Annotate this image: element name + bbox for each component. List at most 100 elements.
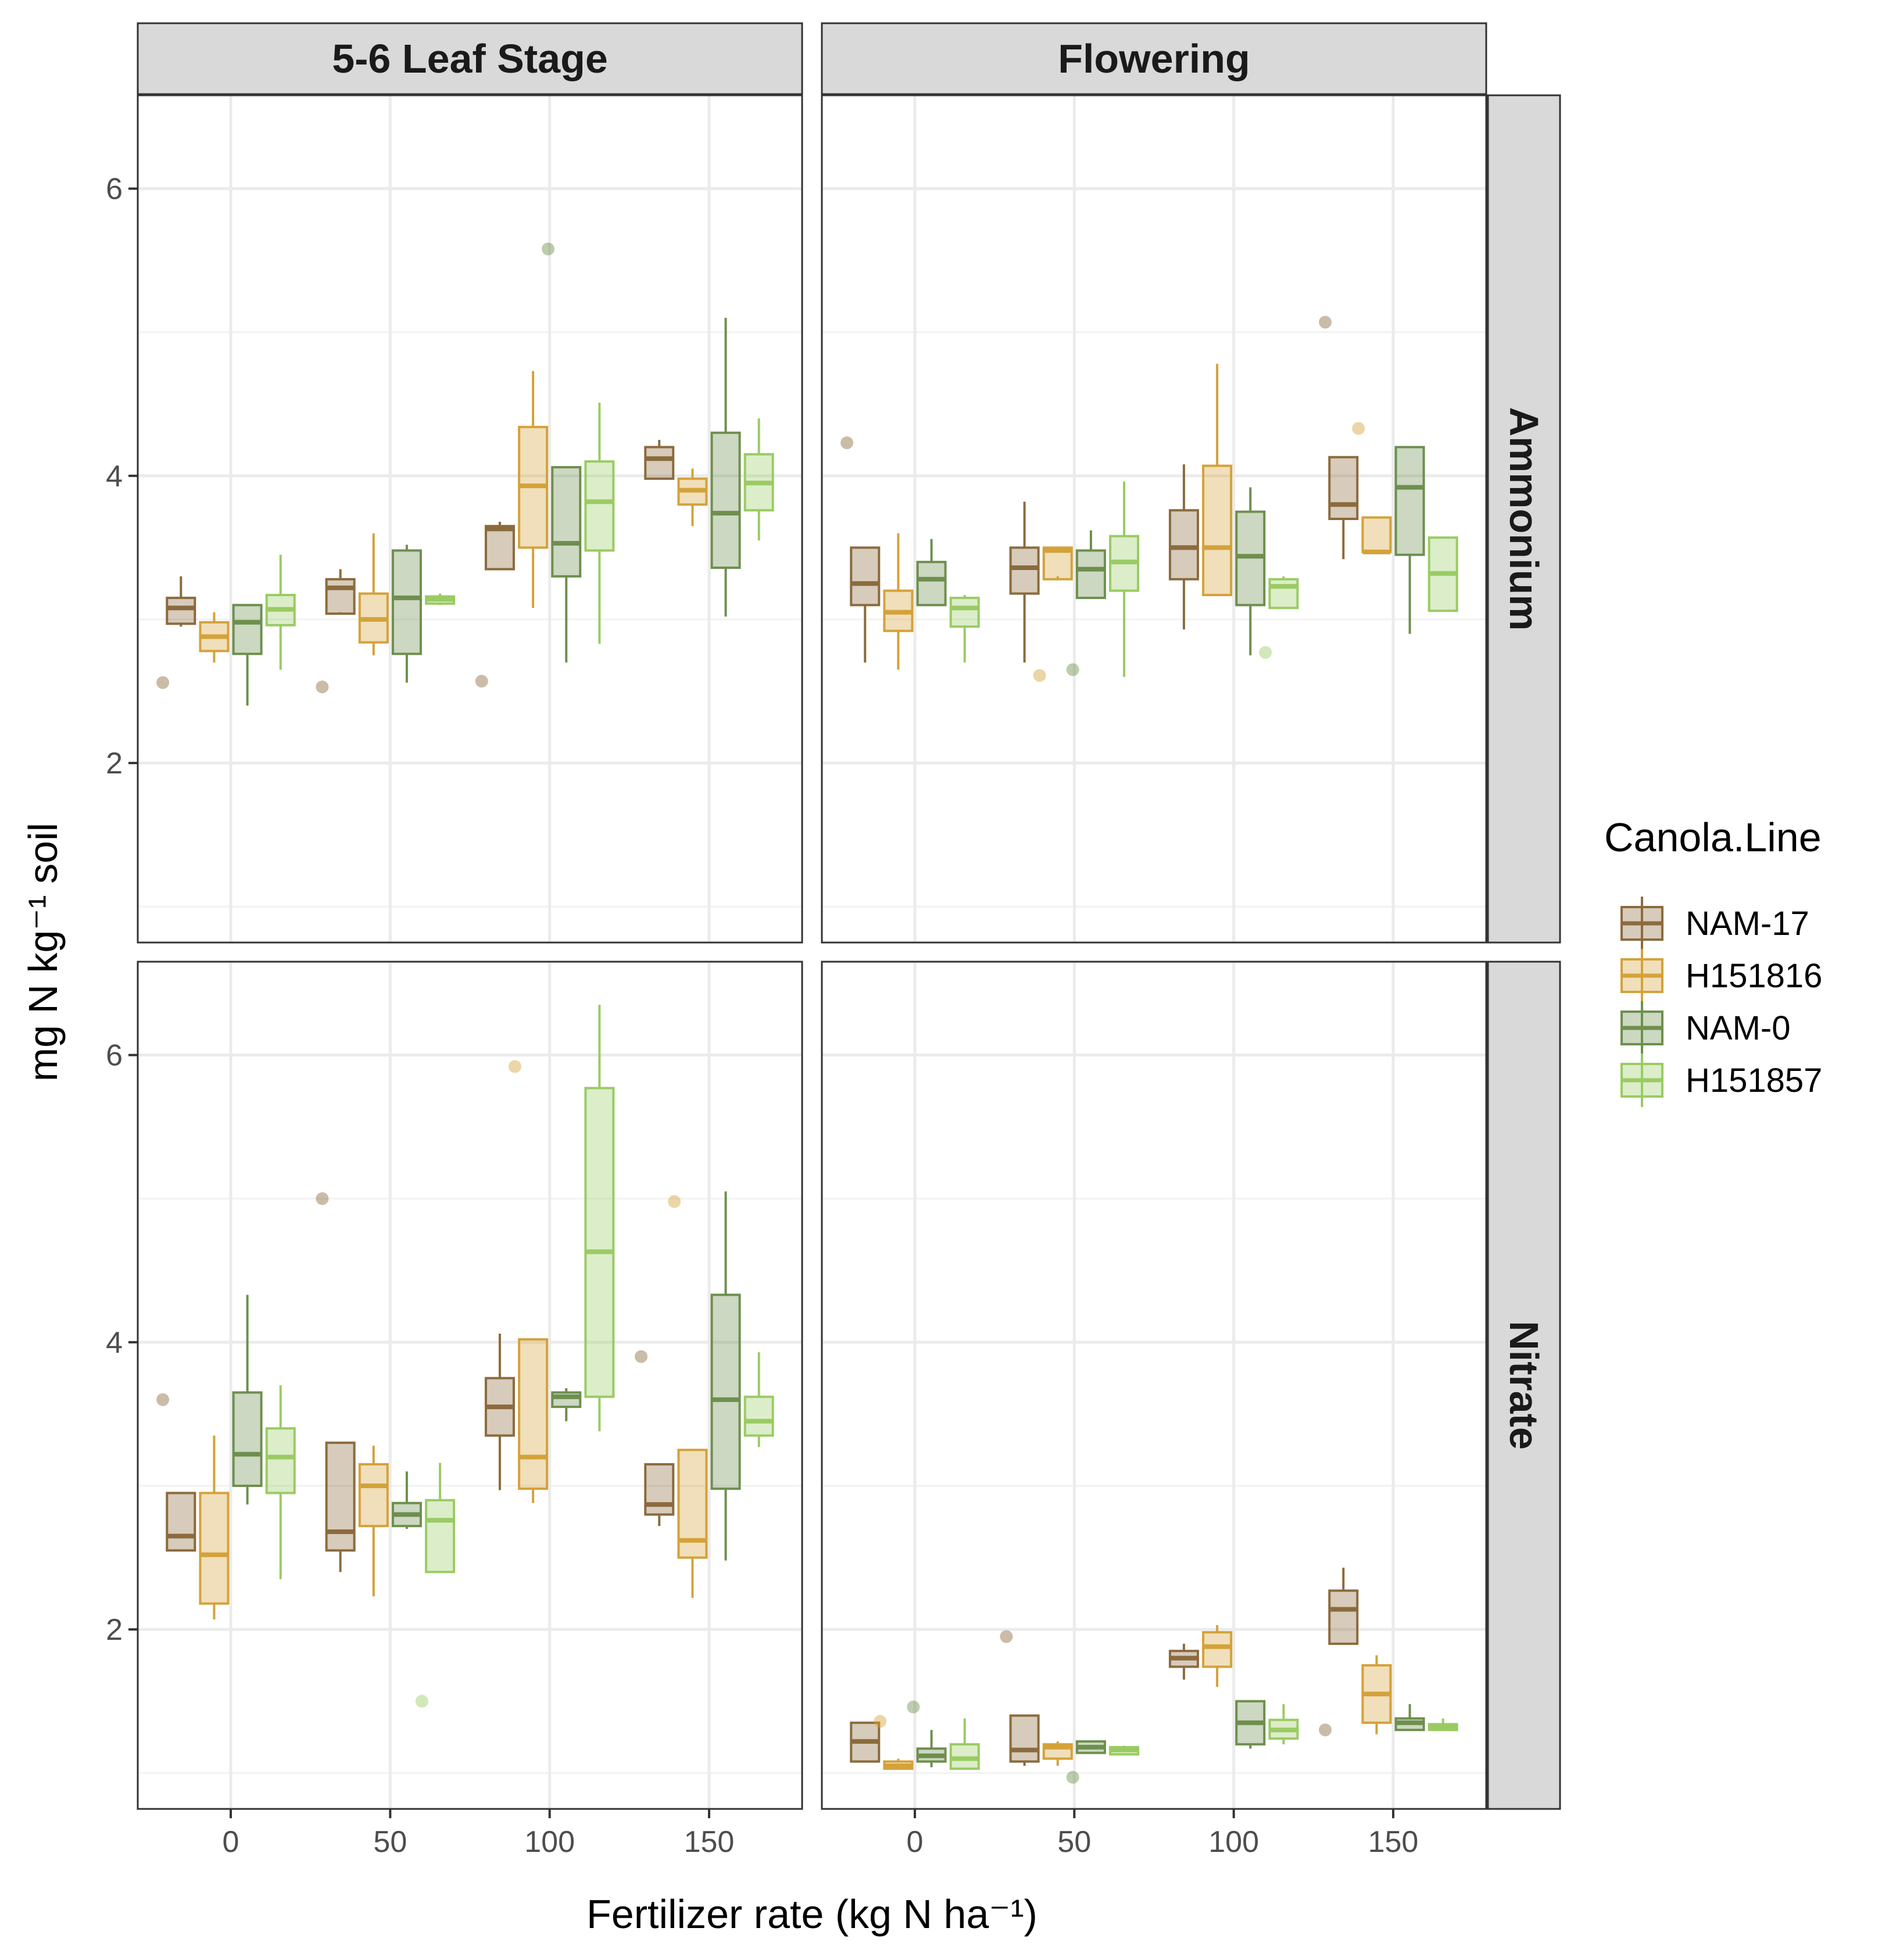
box-h151816-rate-0 — [199, 612, 230, 663]
box-iqr — [644, 1463, 675, 1516]
y-axis-title: mg N kg⁻¹ soil — [20, 823, 66, 1081]
strip-label: 5-6 Leaf Stage — [332, 36, 608, 81]
strip-row-ammonium: Ammonium — [1487, 94, 1561, 944]
x-tick-label: 150 — [684, 1825, 735, 1859]
box-h151816-rate-0 — [883, 533, 914, 670]
strips-layer: 5-6 Leaf Stage Flowering Ammonium Nitrate — [137, 22, 1561, 1810]
panel-border — [821, 94, 1487, 944]
boxes-group — [840, 316, 1458, 682]
box-h151816-rate-0 — [874, 1715, 914, 1770]
box-iqr — [265, 1427, 296, 1495]
x-tick-label: 0 — [907, 1825, 924, 1859]
box-nam-17-rate-100 — [475, 521, 515, 688]
box-nam-17-rate-100 — [1168, 464, 1199, 630]
box-h151857-rate-0 — [949, 1718, 980, 1770]
outlier-point — [542, 242, 555, 256]
x-tick-label: 0 — [223, 1825, 239, 1859]
outlier-point — [156, 1393, 170, 1406]
strip-col-flowering: Flowering — [821, 22, 1487, 95]
outlier-point — [840, 436, 854, 450]
strip-row-nitrate: Nitrate — [1487, 961, 1561, 1810]
box-iqr — [584, 1087, 615, 1398]
legend-title: Canola.Line — [1604, 815, 1822, 860]
outlier-point — [1352, 422, 1365, 435]
axes-layer: 2 2 4 4 6 6 0 0 50 50 100 100 150 150 Fertilizer rate … — [20, 173, 1418, 1937]
legend: Canola.Line NAM-17 H151816 NAM-0 H151857 — [1604, 815, 1822, 1107]
box-iqr — [484, 525, 515, 571]
box-h151857-rate-150 — [743, 418, 774, 541]
box-h151816-rate-50 — [358, 1445, 389, 1597]
box-iqr — [325, 578, 356, 615]
outlier-point — [156, 676, 170, 689]
box-nam-17-rate-50 — [1009, 501, 1040, 663]
box-nam-0-rate-50 — [1066, 1740, 1106, 1784]
box-h151857-rate-150 — [1428, 1718, 1458, 1732]
legend-label: H151857 — [1686, 1062, 1822, 1099]
box-iqr — [1268, 578, 1299, 610]
panel-border — [137, 94, 803, 944]
panels-layer — [137, 94, 1487, 1810]
y-tick-label: 6 — [106, 173, 123, 206]
box-nam-17-rate-150 — [1319, 1567, 1359, 1737]
box-h151816-rate-150 — [668, 1195, 708, 1598]
y-tick-label: 2 — [106, 747, 123, 780]
legend-item-nam-0: NAM-0 — [1620, 1001, 1790, 1055]
strip-label: Ammonium — [1501, 407, 1547, 631]
legend-label: H151816 — [1686, 957, 1822, 995]
box-iqr — [1009, 1714, 1040, 1763]
box-h151857-rate-0 — [949, 594, 980, 663]
box-nam-0-rate-100 — [1235, 1700, 1266, 1749]
panel-nitrate-flowering — [821, 961, 1487, 1810]
box-h151857-rate-50 — [425, 593, 456, 605]
box-nam-17-rate-150 — [635, 1350, 675, 1527]
box-iqr — [949, 596, 980, 628]
box-iqr — [1328, 1589, 1359, 1645]
legend-item-h151857: H151857 — [1620, 1054, 1822, 1107]
box-nam-17-rate-50 — [1000, 1630, 1040, 1766]
box-iqr — [710, 431, 741, 569]
box-h151857-rate-0 — [265, 554, 296, 670]
box-nam-17-rate-100 — [484, 1334, 515, 1490]
box-nam-17-rate-150 — [1319, 316, 1359, 560]
y-tick-label: 2 — [106, 1613, 123, 1647]
box-nam-17-rate-50 — [316, 1192, 356, 1572]
box-h151857-rate-100 — [584, 402, 615, 644]
legend-label: NAM-17 — [1686, 905, 1809, 943]
box-h151857-rate-150 — [1428, 536, 1458, 612]
box-nam-17-rate-150 — [644, 440, 675, 480]
box-iqr — [232, 1391, 263, 1487]
box-iqr — [232, 604, 263, 655]
x-tick-label: 50 — [373, 1825, 407, 1859]
panel-background — [138, 962, 802, 1809]
outlier-point — [1259, 646, 1272, 659]
box-h151816-rate-150 — [677, 468, 708, 526]
box-h151816-rate-100 — [1202, 364, 1233, 596]
legend-item-nam-17: NAM-17 — [1620, 897, 1809, 950]
box-nam-17-rate-0 — [156, 1393, 196, 1552]
box-h151816-rate-50 — [1033, 546, 1073, 682]
outlier-point — [1033, 669, 1046, 682]
box-iqr — [850, 546, 881, 607]
box-nam-17-rate-50 — [316, 569, 356, 694]
box-iqr — [1202, 1631, 1233, 1668]
outlier-point — [907, 1700, 920, 1714]
panel-border — [821, 961, 1487, 1810]
box-nam-0-rate-0 — [232, 1295, 263, 1505]
outlier-point — [508, 1060, 521, 1073]
outlier-point — [475, 675, 488, 688]
box-h151816-rate-100 — [1202, 1625, 1233, 1687]
box-iqr — [1042, 546, 1073, 581]
box-nam-0-rate-150 — [1394, 446, 1425, 634]
box-nam-0-rate-100 — [542, 242, 582, 663]
outlier-point — [635, 1350, 648, 1363]
outlier-point — [1319, 1723, 1332, 1737]
box-iqr — [551, 466, 582, 578]
box-h151857-rate-100 — [1259, 576, 1299, 659]
box-iqr — [710, 1293, 741, 1490]
box-nam-0-rate-0 — [916, 539, 947, 607]
panel-border — [137, 961, 803, 1810]
outlier-point — [1066, 663, 1079, 676]
box-iqr — [325, 1441, 356, 1552]
